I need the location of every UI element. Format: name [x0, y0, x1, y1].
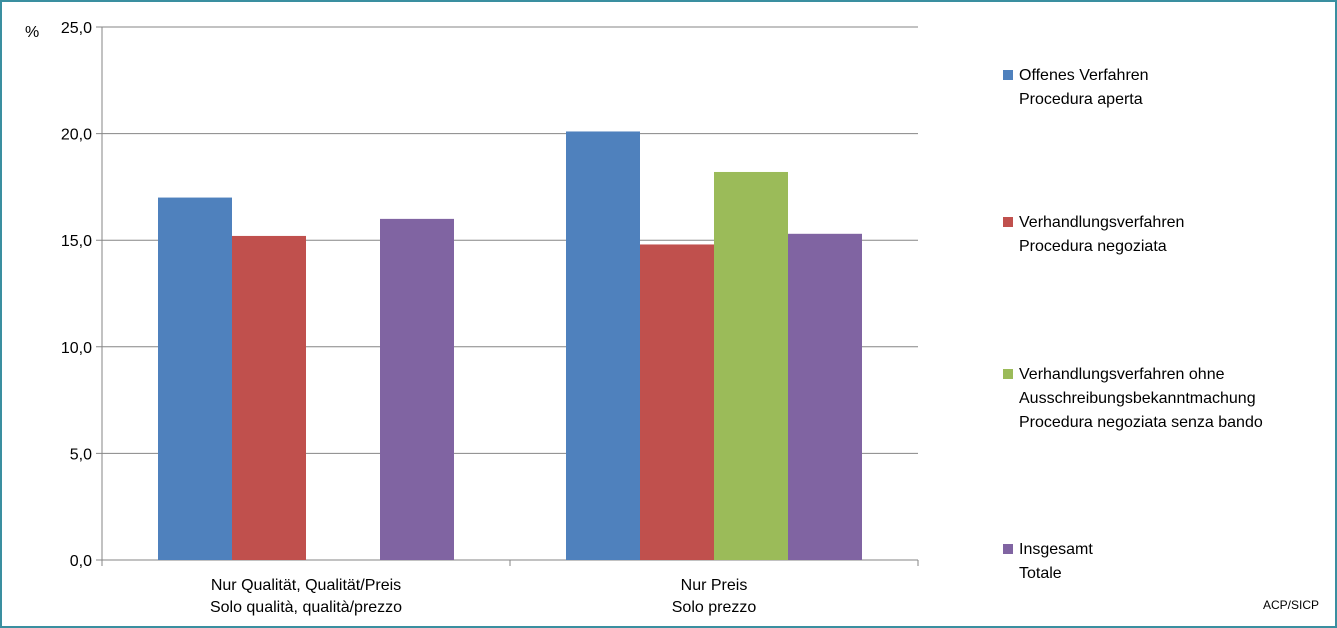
legend-label: Verhandlungsverfahren Procedura negoziata	[1019, 214, 1185, 255]
y-tick-label: 0,0	[70, 553, 92, 570]
legend-swatch	[1003, 217, 1013, 227]
legend-swatch	[1003, 369, 1013, 379]
source-label: ACP/SICP	[1262, 598, 1319, 612]
y-tick-label: 15,0	[61, 233, 92, 250]
bar	[232, 235, 306, 560]
y-tick-label: 5,0	[70, 446, 92, 463]
legend-label: Verhandlungsverfahren ohne Ausschreibungs…	[1019, 366, 1263, 431]
bar	[566, 131, 640, 560]
x-category-label: Solo qualità, qualità/prezzo	[210, 599, 402, 616]
x-category-label: Solo prezzo	[672, 599, 757, 616]
y-tick-label: 20,0	[61, 127, 92, 144]
x-category-label: Nur Qualität, Qualität/Preis	[211, 577, 401, 594]
y-tick-label: 10,0	[61, 340, 92, 357]
bar	[380, 218, 454, 560]
legend-swatch	[1003, 70, 1013, 80]
legend-label: Insgesamt Totale	[1019, 541, 1093, 582]
bar	[640, 244, 714, 561]
legend-label: Offenes Verfahren Procedura aperta	[1019, 67, 1149, 108]
x-category-label: Nur Preis	[681, 577, 748, 594]
bar-chart: 0,0 5,0 10,0 15,0 20,0 25,0 Nur Qualität, Qual…	[61, 20, 919, 616]
y-unit-label: %	[25, 24, 40, 41]
bar	[788, 233, 862, 560]
bar	[158, 197, 232, 560]
y-tick-label: 25,0	[61, 20, 92, 37]
legend-swatch	[1003, 544, 1013, 554]
legend: Offenes Verfahren Procedura aperta Verhand…	[1003, 0, 1333, 600]
bar	[714, 171, 788, 560]
